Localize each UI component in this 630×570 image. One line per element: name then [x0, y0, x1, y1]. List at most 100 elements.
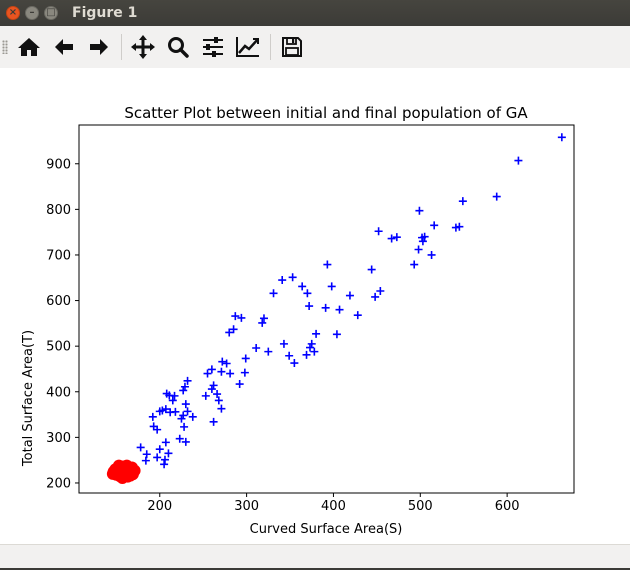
scatter-point-plus — [162, 389, 171, 398]
scatter-point-plus — [180, 382, 189, 391]
scatter-point-plus — [264, 347, 273, 356]
scatter-point-plus — [305, 302, 314, 311]
scatter-chart: Scatter Plot between initial and final p… — [21, 104, 575, 537]
scatter-point-plus — [430, 221, 439, 230]
forward-arrow-icon — [90, 39, 108, 55]
scatter-point-plus — [229, 325, 238, 334]
scatter-point-plus — [214, 396, 223, 405]
save-button[interactable] — [277, 32, 307, 62]
scatter-point-plus — [514, 156, 523, 165]
scatter-point-plus — [492, 192, 501, 201]
y-tick-label: 800 — [46, 203, 71, 218]
scatter-point-plus — [367, 265, 376, 274]
scatter-point-plus — [353, 311, 362, 320]
scatter-point-plus — [427, 250, 436, 259]
x-tick-label: 300 — [234, 499, 259, 514]
back-button[interactable] — [49, 32, 79, 62]
scatter-point-plus — [153, 453, 162, 462]
scatter-point-plus — [310, 347, 319, 356]
edit-axis-icon — [236, 37, 259, 57]
scatter-point-plus — [252, 343, 261, 352]
y-tick-label: 200 — [46, 476, 71, 491]
scatter-point-plus — [458, 197, 467, 206]
scatter-point-plus — [259, 314, 268, 323]
x-tick-label: 600 — [495, 499, 520, 514]
scatter-point-plus — [231, 312, 240, 321]
window-close-button[interactable]: × — [6, 6, 20, 20]
scatter-point-plus — [376, 286, 385, 295]
pan-button[interactable] — [128, 32, 158, 62]
edit-axis-button[interactable] — [233, 32, 263, 62]
navigation-toolbar — [0, 26, 630, 68]
y-tick-label: 300 — [46, 431, 71, 446]
window-maximize-button[interactable]: □ — [44, 6, 58, 20]
scatter-point-plus — [335, 305, 344, 314]
scatter-point-plus — [141, 456, 150, 465]
scatter-point-plus — [323, 260, 332, 269]
zoom-button[interactable] — [163, 32, 193, 62]
home-button[interactable] — [14, 32, 44, 62]
window-minimize-button[interactable]: – — [25, 6, 39, 20]
scatter-point-plus — [279, 339, 288, 348]
scatter-point-plus — [235, 380, 244, 389]
window-title: Figure 1 — [72, 5, 138, 21]
scatter-point-plus — [290, 359, 299, 368]
scatter-point-plus — [155, 407, 164, 416]
zoom-icon — [168, 37, 189, 58]
status-bar — [0, 544, 630, 569]
scatter-point-plus — [160, 455, 169, 464]
scatter-point-plus — [179, 386, 188, 395]
scatter-point-plus — [237, 313, 246, 322]
scatter-point-plus — [415, 206, 424, 215]
scatter-point-plus — [217, 367, 226, 376]
scatter-point-plus — [207, 365, 216, 374]
y-tick-label: 900 — [46, 157, 71, 172]
scatter-point-plus — [203, 369, 212, 378]
scatter-point-plus — [226, 369, 235, 378]
scatter-point-plus — [183, 407, 192, 416]
figure-canvas[interactable]: Scatter Plot between initial and final p… — [0, 68, 630, 544]
y-tick-label: 700 — [46, 248, 71, 263]
scatter-point-plus — [345, 291, 354, 300]
back-arrow-icon — [55, 39, 73, 55]
scatter-point-plus — [160, 460, 169, 469]
chart-title: Scatter Plot between initial and final p… — [124, 104, 528, 122]
scatter-point-plus — [371, 292, 380, 301]
x-tick-label: 200 — [147, 499, 172, 514]
scatter-point-plus — [332, 330, 341, 339]
scatter-point-plus — [321, 303, 330, 312]
configure-subplots-icon — [203, 37, 223, 57]
scatter-point-plus — [168, 396, 177, 405]
scatter-point-plus — [387, 234, 396, 243]
scatter-point-plus — [181, 437, 190, 446]
scatter-point-plus — [209, 381, 218, 390]
y-axis-label: Total Surface Area(T) — [21, 330, 36, 467]
x-tick-label: 500 — [408, 499, 433, 514]
toolbar-separator — [270, 34, 271, 60]
x-tick-label: 400 — [321, 499, 346, 514]
scatter-point-plus — [218, 357, 227, 366]
scatter-point-plus — [142, 450, 151, 459]
configure-subplots-button[interactable] — [198, 32, 228, 62]
scatter-point-plus — [177, 414, 186, 423]
y-tick-label: 500 — [46, 340, 71, 355]
axis-ticks: 200 300 400 500 600 200 300 400 500 600 700 800 900 — [46, 157, 519, 514]
scatter-point-plus — [418, 237, 427, 246]
toolbar-grip[interactable] — [2, 40, 8, 54]
scatter-point-plus — [188, 412, 197, 421]
window-bottom-edge — [0, 568, 630, 570]
scatter-point-plus — [303, 289, 312, 298]
scatter-point-plus — [557, 133, 566, 142]
home-icon — [18, 38, 40, 56]
scatter-point-plus — [136, 443, 145, 452]
scatter-point-plus — [306, 343, 314, 352]
scatter-point-plus — [175, 434, 184, 443]
scatter-point-plus — [455, 222, 464, 231]
scatter-point-plus — [418, 233, 427, 242]
scatter-point-plus — [374, 227, 383, 236]
scatter-point-plus — [207, 385, 216, 394]
scatter-point-plus — [414, 245, 423, 254]
forward-button[interactable] — [84, 32, 114, 62]
scatter-point-plus — [161, 405, 170, 414]
toolbar-separator — [121, 34, 122, 60]
